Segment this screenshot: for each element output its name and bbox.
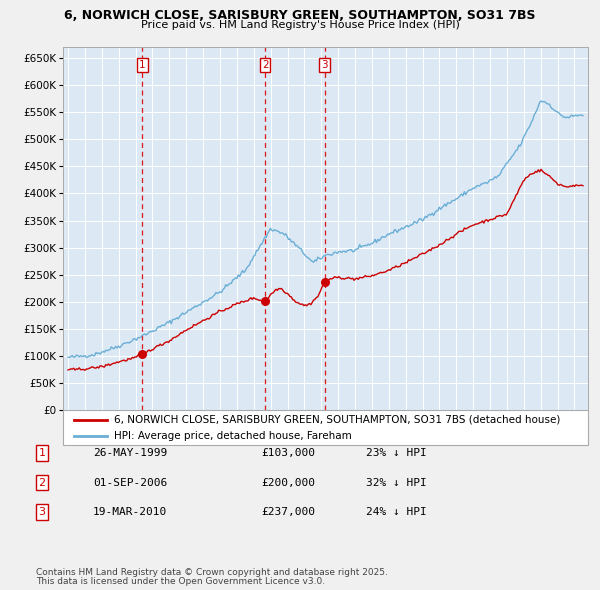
Text: 3: 3 (38, 507, 46, 517)
Text: 32% ↓ HPI: 32% ↓ HPI (366, 478, 427, 487)
Text: Contains HM Land Registry data © Crown copyright and database right 2025.: Contains HM Land Registry data © Crown c… (36, 568, 388, 577)
Text: 6, NORWICH CLOSE, SARISBURY GREEN, SOUTHAMPTON, SO31 7BS: 6, NORWICH CLOSE, SARISBURY GREEN, SOUTH… (64, 9, 536, 22)
Text: 19-MAR-2010: 19-MAR-2010 (93, 507, 167, 517)
Text: 6, NORWICH CLOSE, SARISBURY GREEN, SOUTHAMPTON, SO31 7BS (detached house): 6, NORWICH CLOSE, SARISBURY GREEN, SOUTH… (114, 415, 560, 425)
Text: 3: 3 (322, 60, 328, 70)
Text: HPI: Average price, detached house, Fareham: HPI: Average price, detached house, Fare… (114, 431, 352, 441)
Text: 23% ↓ HPI: 23% ↓ HPI (366, 448, 427, 458)
Text: Price paid vs. HM Land Registry's House Price Index (HPI): Price paid vs. HM Land Registry's House … (140, 20, 460, 30)
Text: 2: 2 (38, 478, 46, 487)
Text: £237,000: £237,000 (261, 507, 315, 517)
Text: £200,000: £200,000 (261, 478, 315, 487)
Text: This data is licensed under the Open Government Licence v3.0.: This data is licensed under the Open Gov… (36, 578, 325, 586)
Text: 24% ↓ HPI: 24% ↓ HPI (366, 507, 427, 517)
Text: 2: 2 (262, 60, 268, 70)
Text: 1: 1 (38, 448, 46, 458)
Text: 01-SEP-2006: 01-SEP-2006 (93, 478, 167, 487)
Text: 1: 1 (139, 60, 146, 70)
Text: 26-MAY-1999: 26-MAY-1999 (93, 448, 167, 458)
Text: £103,000: £103,000 (261, 448, 315, 458)
